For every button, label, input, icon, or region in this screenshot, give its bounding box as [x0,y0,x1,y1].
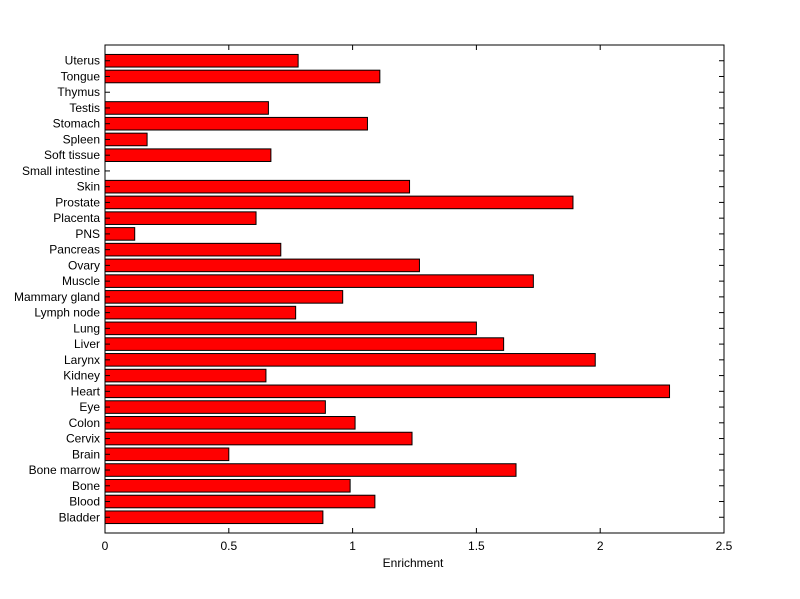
y-tick-label-spleen: Spleen [63,132,100,146]
x-tick-label-1: 1 [349,539,356,553]
bar-stomach [104,116,368,131]
x-axis-label: Enrichment [383,556,444,570]
x-ticks-group: 0 0.5 1 1.5 2 2.5 [102,45,733,553]
y-tick-label-lymph-node: Lymph node [34,306,100,320]
y-tick-label-liver: Liver [74,337,100,351]
y-tick-label-lung: Lung [73,321,100,335]
bar-bladder [104,510,324,525]
bar-bone-marrow [104,463,517,477]
y-tick-label-blood: Blood [69,495,100,509]
bar-uterus [104,53,299,68]
bars-group [104,53,671,525]
bar-mammary-gland [104,290,344,304]
bar-muscle [104,274,534,288]
bar-lung [104,321,477,336]
y-tick-label-larynx: Larynx [64,353,100,367]
y-tick-label-eye: Eye [79,400,100,414]
y-tick-label-skin: Skin [77,180,100,194]
y-tick-label-bladder: Bladder [59,510,100,524]
y-tick-label-thymus: Thymus [57,85,100,99]
bar-kidney [104,368,267,383]
bar-colon [104,416,356,430]
bar-prostate [104,195,574,210]
y-tick-label-stomach: Stomach [53,117,100,131]
y-tick-label-soft-tissue: Soft tissue [44,148,100,162]
bar-soft-tissue [104,148,272,162]
bar-heart [104,384,671,399]
y-tick-label-kidney: Kidney [63,369,100,383]
bar-skin [104,179,411,194]
bar-brain [104,447,230,462]
bar-testis [104,101,269,115]
y-tick-label-placenta: Placenta [53,211,100,225]
x-tick-label-2-5: 2.5 [716,539,733,553]
bar-bone [104,478,351,493]
bar-pancreas [104,242,282,257]
y-tick-label-bone-marrow: Bone marrow [29,463,101,477]
y-tick-label-prostate: Prostate [55,195,100,209]
y-tick-label-brain: Brain [72,447,100,461]
y-tick-label-cervix: Cervix [66,432,100,446]
bar-eye [104,400,326,414]
y-tick-label-heart: Heart [71,384,101,398]
y-tick-label-muscle: Muscle [62,274,100,288]
bar-cervix [104,431,413,446]
bar-ovary [104,258,420,273]
y-tick-label-testis: Testis [69,101,100,115]
bar-placenta [104,211,257,225]
x-tick-label-2: 2 [597,539,604,553]
bar-spleen [104,132,148,147]
y-tick-label-colon: Colon [69,416,100,430]
bar-liver [104,337,505,351]
y-tick-label-bone: Bone [72,479,100,493]
y-tick-label-pns: PNS [75,227,100,241]
y-tick-label-pancreas: Pancreas [49,243,100,257]
x-tick-label-0-5: 0.5 [220,539,237,553]
y-tick-label-tongue: Tongue [61,69,101,83]
y-tick-label-small-intestine: Small intestine [22,164,100,178]
bar-lymph-node [104,305,297,320]
x-tick-label-0: 0 [102,539,109,553]
bar-blood [104,494,376,509]
y-tick-label-mammary-gland: Mammary gland [14,290,100,304]
y-tick-label-ovary: Ovary [68,258,100,272]
bar-tongue [104,69,381,84]
x-tick-label-1-5: 1.5 [468,539,485,553]
bar-larynx [104,353,596,367]
y-tick-label-uterus: Uterus [65,54,100,68]
